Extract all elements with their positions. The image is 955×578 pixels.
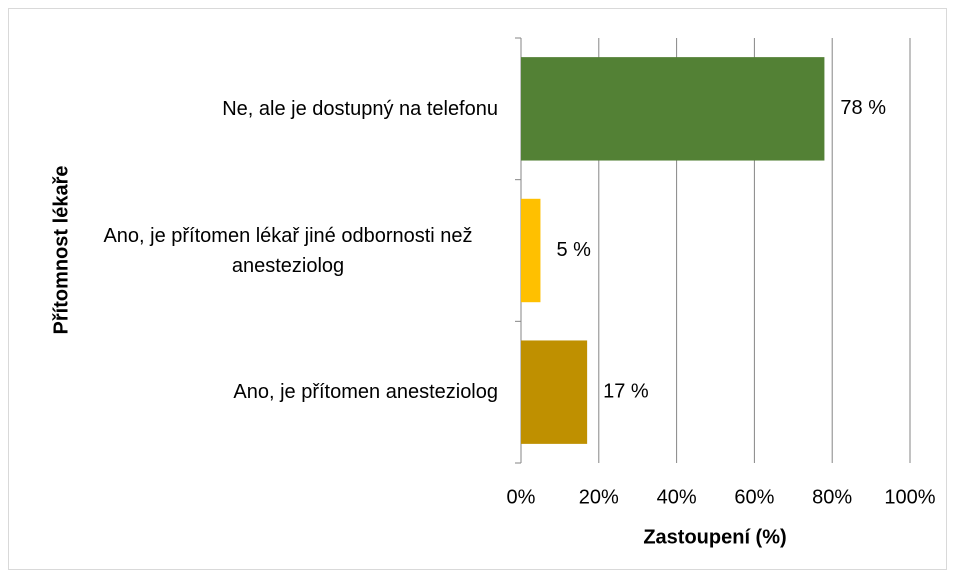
bar	[521, 340, 588, 444]
value-label: 5 %	[556, 239, 591, 261]
value-label: 78 %	[840, 97, 886, 119]
y-axis-title: Přítomnost lékaře	[50, 166, 72, 335]
y-tick-label: Ano, je přítomen lékař jiné odbornosti n…	[103, 224, 473, 277]
category-label-box: Ne, ale je dostupný na telefonu	[222, 69, 498, 149]
value-label: 17 %	[603, 380, 649, 402]
category-label-box: Ano, je přítomen anesteziolog	[233, 352, 498, 432]
category-label-box: Ano, je přítomen lékař jiné odbornosti n…	[78, 211, 498, 291]
x-tick-label: 60%	[734, 486, 774, 508]
x-tick-label: 0%	[507, 486, 536, 508]
x-axis-title: Zastoupení (%)	[643, 526, 786, 548]
x-tick-label: 80%	[812, 486, 852, 508]
y-tick-label: Ano, je přítomen anesteziolog	[233, 381, 498, 404]
y-tick-label: Ne, ale je dostupný na telefonu	[222, 97, 498, 120]
x-tick-label: 40%	[657, 486, 697, 508]
bar	[521, 57, 825, 161]
x-tick-label: 20%	[579, 486, 619, 508]
bar	[521, 198, 541, 303]
x-tick-label: 100%	[884, 486, 935, 508]
